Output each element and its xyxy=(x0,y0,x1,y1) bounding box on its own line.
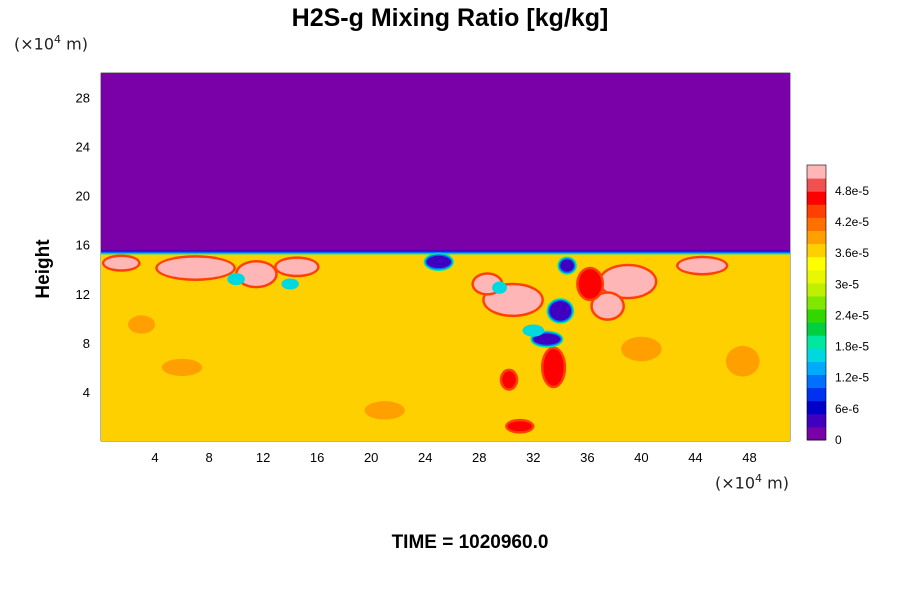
colorbar-segment xyxy=(807,348,826,362)
field-layer xyxy=(101,73,790,441)
colorbar-tick-label: 1.8e-5 xyxy=(835,340,869,354)
y-tick-label: 28 xyxy=(76,91,90,106)
chart-title: H2S-g Mixing Ratio [kg/kg] xyxy=(291,4,609,32)
x-tick-label: 12 xyxy=(256,450,270,465)
colorbar-segment xyxy=(807,204,826,218)
y-tick-label: 20 xyxy=(76,189,90,204)
y-tick-label: 24 xyxy=(76,140,90,155)
y-axis-unit: (×104 m) xyxy=(14,33,88,54)
field-feature-high xyxy=(592,293,623,319)
y-tick-label: 16 xyxy=(76,238,90,253)
x-axis-unit: (×104 m) xyxy=(715,472,789,493)
colorbar-segment xyxy=(807,335,826,349)
colorbar-tick-label: 4.2e-5 xyxy=(835,215,869,229)
x-tick-label: 40 xyxy=(634,450,648,465)
field-feature-red xyxy=(578,269,602,299)
field-feature-warm xyxy=(725,345,760,377)
interface-band xyxy=(101,251,790,254)
field-feature-low xyxy=(549,301,572,321)
field-feature-low xyxy=(533,333,561,345)
colorbar-segment xyxy=(807,165,826,179)
y-tick-label: 8 xyxy=(83,336,90,351)
colorbar-tick-label: 2.4e-5 xyxy=(835,308,869,322)
x-tick-label: 48 xyxy=(742,450,756,465)
field-feature-warm xyxy=(621,336,662,362)
field-feature-mid xyxy=(281,278,299,290)
x-tick-label: 16 xyxy=(310,450,324,465)
colorbar-segment xyxy=(807,322,826,336)
time-label: TIME = 1020960.0 xyxy=(391,532,549,553)
x-tick-label: 32 xyxy=(526,450,540,465)
colorbar-segment xyxy=(807,387,826,402)
colorbar-segment xyxy=(807,230,826,245)
colorbar-border xyxy=(806,164,827,441)
colorbar-segment xyxy=(807,374,826,389)
colorbar-tick-label: 0 xyxy=(835,433,842,447)
field-upper-region xyxy=(101,73,790,251)
field-feature-high xyxy=(276,258,318,275)
field-feature-red xyxy=(507,421,532,432)
field-feature-warm xyxy=(128,315,156,334)
field-feature-red xyxy=(502,371,516,389)
field-feature-mid xyxy=(522,324,545,337)
field-feature-low xyxy=(426,255,451,269)
y-tick-label: 12 xyxy=(76,287,90,302)
colorbar-segment xyxy=(807,256,826,271)
colorbar-tick-label: 3e-5 xyxy=(835,277,859,291)
colorbar-segment xyxy=(807,243,826,258)
colorbar-segment xyxy=(807,309,826,323)
x-tick-label: 28 xyxy=(472,450,486,465)
field-feature-high xyxy=(157,257,234,279)
colorbar-tick-label: 1.2e-5 xyxy=(835,371,869,385)
colorbar-segment xyxy=(807,426,826,441)
field-feature-warm xyxy=(364,401,405,420)
x-tick-label: 8 xyxy=(205,450,212,465)
colorbar-tick-label: 4.8e-5 xyxy=(835,184,869,198)
x-tick-label: 20 xyxy=(364,450,378,465)
colorbar-segment xyxy=(807,269,826,284)
colorbar-segment xyxy=(807,361,826,376)
colorbar-segment xyxy=(807,282,826,297)
field-feature-low xyxy=(560,259,574,272)
field-feature-high xyxy=(104,257,139,270)
colorbar-segment xyxy=(807,400,826,415)
colorbar-segment xyxy=(807,413,826,428)
colorbar-segment xyxy=(807,178,826,192)
field-feature-red xyxy=(543,349,564,386)
field-feature-mid xyxy=(227,272,245,286)
field-feature-high xyxy=(237,262,276,286)
colorbar-segment xyxy=(807,217,826,231)
field-feature-high xyxy=(600,266,655,297)
x-tick-label: 44 xyxy=(688,450,702,465)
colorbar-tick-label: 3.6e-5 xyxy=(835,246,869,260)
field-lower-region xyxy=(101,250,790,441)
colorbar-segment xyxy=(807,191,826,205)
field-feature-mid xyxy=(492,281,507,294)
colorbar-segment xyxy=(807,295,826,310)
y-tick-label: 4 xyxy=(83,385,90,400)
x-tick-label: 4 xyxy=(151,450,158,465)
x-tick-label: 36 xyxy=(580,450,594,465)
colorbar-tick-label: 6e-6 xyxy=(835,402,859,416)
field-feature-high xyxy=(678,258,726,273)
field-feature-warm xyxy=(161,358,203,376)
colorbar: 0 6e-6 1.2e-5 1.8e-5 2.4e-5 3e-5 3.6e-5 4.2e-5 4… xyxy=(806,164,869,447)
x-tick-label: 24 xyxy=(418,450,432,465)
